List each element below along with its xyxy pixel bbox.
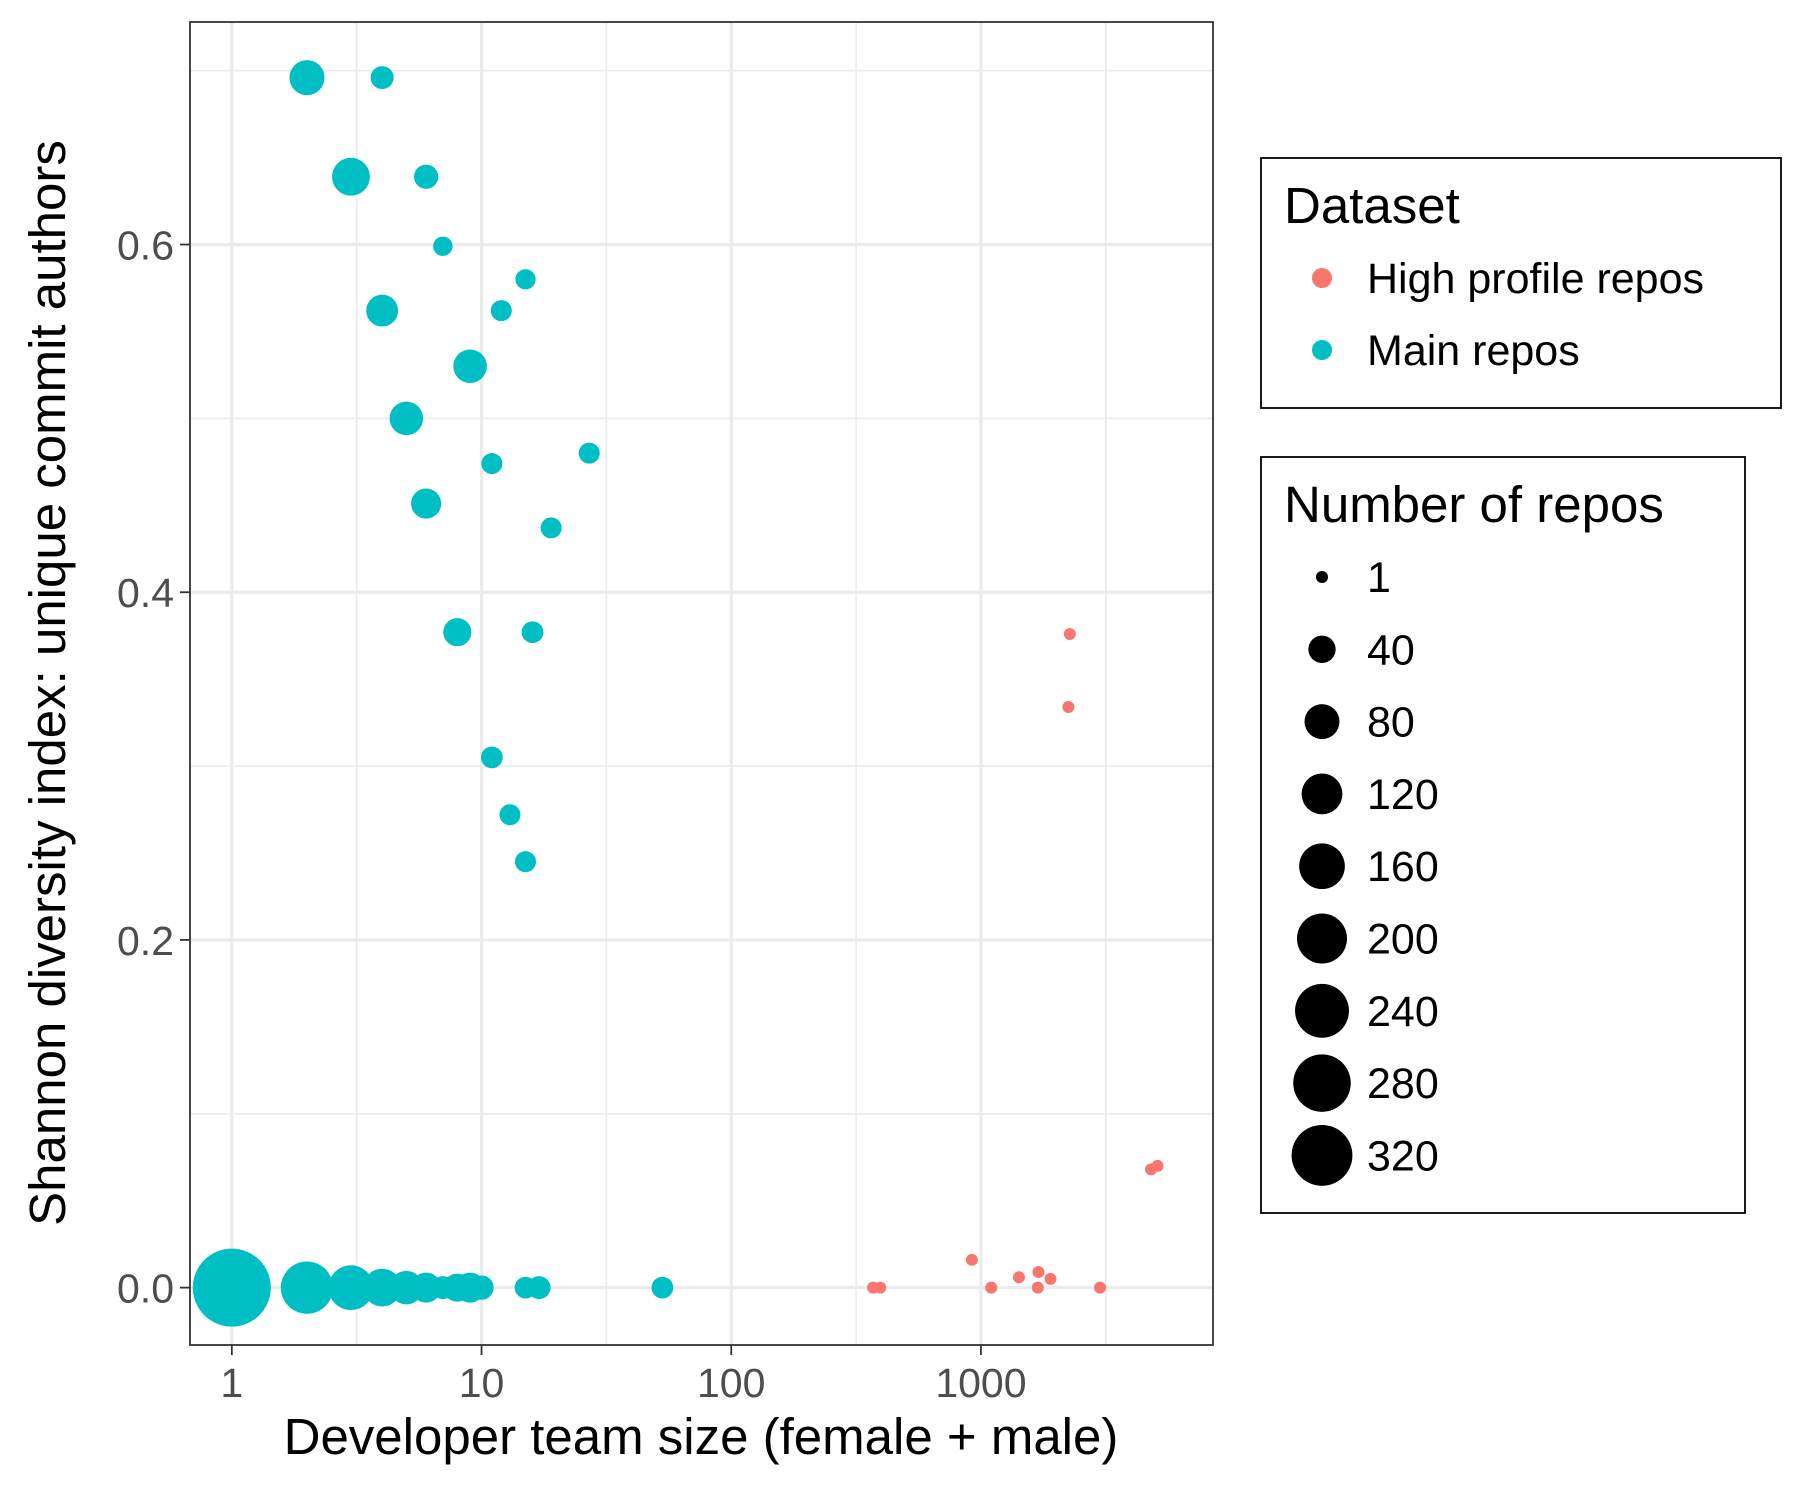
main-repos-point (389, 401, 424, 436)
high-profile-repos-point (1094, 1281, 1107, 1294)
y-axis-title: Shannon diversity index: unique commit a… (19, 140, 76, 1226)
main-repos-point (499, 804, 521, 826)
legend-size-label: 160 (1367, 843, 1439, 891)
main-repos-point (411, 488, 442, 519)
legend-dataset-box (1260, 157, 1782, 409)
legend-dataset-key (1312, 340, 1332, 360)
main-repos-point (366, 294, 399, 327)
main-repos-point (280, 1261, 334, 1314)
legend-dataset-title: Dataset (1284, 177, 1460, 234)
high-profile-repos-point (1032, 1265, 1045, 1278)
main-repos-point (469, 1275, 494, 1300)
high-profile-repos-point (1031, 1281, 1044, 1294)
main-repos-point (328, 1265, 374, 1311)
main-repos-point (453, 349, 487, 383)
high-profile-repos-point (1063, 627, 1076, 640)
legend-size-key (1316, 571, 1328, 583)
plot-border (189, 21, 1214, 1346)
legend-size-label: 80 (1367, 699, 1415, 747)
plot-panel (190, 22, 1213, 1345)
high-profile-repos-point (1151, 1159, 1164, 1172)
legend-dataset-entries: High profile repos Main repos (1312, 255, 1704, 375)
legend-size-entries: 1 40 80 120 160 200 240 280 320 (1291, 554, 1439, 1186)
legend-size-key (1299, 843, 1345, 890)
legend-size-label: 240 (1367, 988, 1439, 1036)
high-profile-repos-point (1044, 1272, 1057, 1285)
legend-size-key (1296, 913, 1348, 964)
main-repos-point (480, 746, 503, 769)
legend-dataset: Dataset High profile repos Main repos (1260, 157, 1782, 409)
main-repos-point (433, 236, 453, 256)
legend-size: Number of repos 1 40 80 120 160 200 240 280 320 (1260, 456, 1746, 1214)
legend-size-key (1291, 1124, 1353, 1186)
grid-lines (190, 22, 1213, 1345)
legend-size-label: 1 (1367, 554, 1391, 602)
x-axis-title: Developer team size (female + male) (284, 1408, 1119, 1465)
legend-size-label: 280 (1367, 1060, 1439, 1108)
legend-size-label: 200 (1367, 916, 1439, 964)
main-repos-point (514, 1276, 537, 1299)
main-repos-point (521, 621, 544, 644)
legend-size-key (1295, 983, 1349, 1038)
y-tick-label: 0.0 (117, 1266, 174, 1312)
main-repos-point (411, 1272, 442, 1303)
high-profile-repos-point (965, 1253, 978, 1266)
legend-size-title: Number of repos (1284, 476, 1664, 533)
legend-size-label: 120 (1367, 771, 1439, 819)
main-repos-point (443, 618, 472, 647)
legend-size-key (1308, 635, 1336, 663)
legend-dataset-label: Main repos (1367, 327, 1580, 375)
legend-size-key (1304, 704, 1340, 740)
high-profile-repos-point (874, 1281, 887, 1294)
data-points (192, 60, 1164, 1327)
main-repos-point (289, 60, 325, 96)
axes: 0.0 0.2 0.4 0.6 1 10 100 1000 (117, 223, 1027, 1406)
y-tick-label: 0.6 (117, 223, 174, 269)
legend-dataset-label: High profile repos (1367, 255, 1704, 303)
main-repos-point (413, 164, 439, 189)
main-repos-point (431, 1276, 455, 1300)
main-repos-point (192, 1248, 271, 1327)
main-repos-point (651, 1276, 674, 1299)
main-repos-point (332, 157, 370, 196)
legend-size-label: 40 (1367, 626, 1415, 674)
x-tick-label: 1000 (935, 1360, 1026, 1406)
main-repos-point (578, 442, 600, 464)
legend-size-key (1301, 773, 1343, 815)
high-profile-repos-point (1012, 1271, 1025, 1284)
y-tick-label: 0.2 (117, 918, 174, 964)
legend-size-label: 320 (1367, 1132, 1439, 1180)
main-repos-point (370, 66, 394, 90)
main-repos-point (540, 517, 562, 539)
main-repos-point (515, 269, 536, 290)
x-tick-label: 10 (459, 1360, 505, 1406)
legend-size-key (1293, 1054, 1351, 1112)
main-repos-point (481, 453, 503, 475)
high-profile-repos-point (985, 1281, 998, 1294)
main-repos-point (514, 851, 537, 873)
main-repos-point (490, 300, 512, 322)
x-tick-label: 100 (697, 1360, 765, 1406)
high-profile-repos-point (1062, 700, 1075, 713)
main-repos-point (363, 1268, 402, 1307)
y-tick-label: 0.4 (117, 570, 174, 616)
legend-dataset-key (1312, 268, 1332, 288)
x-tick-label: 1 (220, 1360, 243, 1406)
